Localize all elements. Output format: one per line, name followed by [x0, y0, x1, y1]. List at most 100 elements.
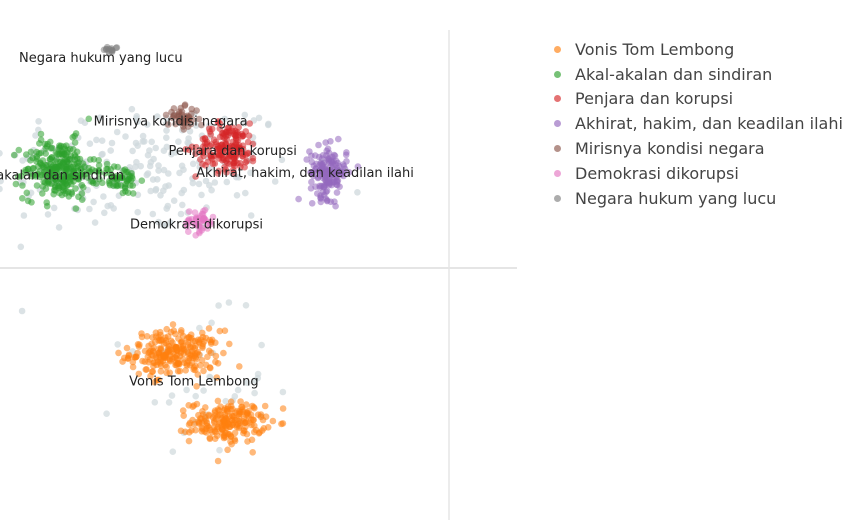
point-vonis-tom-lembong	[198, 428, 206, 435]
point-mirisnya-kondisi-negara	[178, 119, 186, 126]
point-vonis-tom-lembong	[193, 383, 200, 390]
point-vonis-tom-lembong	[160, 352, 167, 359]
cluster-label: Demokrasi dikorupsi	[130, 217, 263, 232]
legend-item[interactable]: Negara hukum yang lucu	[550, 186, 843, 211]
point-akhirat-hakim-dan-keadilan-ilahi	[326, 174, 334, 182]
point-akhirat-hakim-dan-keadilan-ilahi	[324, 168, 332, 176]
unassigned-point	[155, 162, 162, 169]
point-penjara-dan-korupsi	[245, 132, 253, 139]
legend-item[interactable]: Akal-akalan dan sindiran	[550, 62, 843, 87]
legend-item[interactable]: Akhirat, hakim, dan keadilan ilahi	[550, 111, 843, 136]
point-vonis-tom-lembong	[230, 413, 238, 420]
point-penjara-dan-korupsi	[230, 166, 237, 174]
point-vonis-tom-lembong	[216, 327, 224, 335]
point-vonis-tom-lembong	[236, 363, 243, 370]
unassigned-point	[139, 138, 146, 145]
point-penjara-dan-korupsi	[229, 124, 236, 131]
point-akal-akalan-dan-sindiran	[32, 173, 40, 180]
cluster-label: Mirisnya kondisi negara	[94, 115, 248, 130]
unassigned-point	[221, 115, 228, 123]
point-vonis-tom-lembong	[199, 329, 206, 337]
unassigned-point	[163, 134, 170, 141]
unassigned-point	[241, 119, 248, 127]
point-akhirat-hakim-dan-keadilan-ilahi	[306, 148, 313, 155]
point-vonis-tom-lembong	[177, 427, 185, 435]
unassigned-point	[247, 212, 255, 219]
point-vonis-tom-lembong	[243, 401, 250, 408]
point-akal-akalan-dan-sindiran	[107, 170, 114, 178]
unassigned-point	[163, 205, 170, 212]
unassigned-point	[178, 189, 185, 197]
point-akal-akalan-dan-sindiran	[70, 146, 77, 153]
legend-item[interactable]: Penjara dan korupsi	[550, 87, 843, 112]
point-vonis-tom-lembong	[136, 341, 143, 349]
point-vonis-tom-lembong	[149, 334, 156, 341]
point-vonis-tom-lembong	[119, 358, 126, 365]
point-vonis-tom-lembong	[148, 368, 156, 376]
point-akal-akalan-dan-sindiran	[101, 169, 109, 177]
legend-marker	[554, 120, 561, 128]
point-demokrasi-dikorupsi	[185, 228, 192, 235]
point-vonis-tom-lembong	[202, 361, 210, 369]
point-vonis-tom-lembong	[115, 349, 122, 357]
point-akal-akalan-dan-sindiran	[55, 184, 62, 192]
point-vonis-tom-lembong	[164, 333, 172, 340]
unassigned-point	[244, 379, 251, 387]
point-akal-akalan-dan-sindiran	[95, 167, 103, 175]
point-akal-akalan-dan-sindiran	[58, 191, 66, 199]
point-akhirat-hakim-dan-keadilan-ilahi	[342, 151, 350, 159]
unassigned-point	[55, 224, 63, 231]
unassigned-point	[160, 187, 167, 194]
unassigned-point	[242, 189, 249, 197]
legend-label: Vonis Tom Lembong	[575, 39, 735, 59]
point-vonis-tom-lembong	[212, 339, 219, 347]
unassigned-point	[223, 178, 231, 186]
point-vonis-tom-lembong	[198, 357, 206, 364]
unassigned-point	[264, 121, 272, 129]
point-akal-akalan-dan-sindiran	[25, 165, 32, 173]
point-akal-akalan-dan-sindiran	[129, 182, 136, 189]
point-vonis-tom-lembong	[262, 413, 270, 421]
unassigned-point	[279, 388, 287, 396]
unassigned-point	[128, 105, 136, 113]
unassigned-point	[134, 208, 141, 216]
unassigned-point	[255, 114, 263, 122]
unassigned-point	[179, 201, 186, 209]
legend-item[interactable]: Demokrasi dikorupsi	[550, 161, 843, 186]
point-vonis-tom-lembong	[160, 340, 168, 347]
point-penjara-dan-korupsi	[215, 118, 222, 125]
unassigned-point	[0, 150, 3, 157]
point-vonis-tom-lembong	[237, 398, 244, 405]
point-akal-akalan-dan-sindiran	[118, 174, 125, 181]
cluster-label: Vonis Tom Lembong	[129, 374, 258, 389]
point-vonis-tom-lembong	[148, 340, 155, 348]
unassigned-point	[107, 202, 115, 209]
legend-label: Demokrasi dikorupsi	[575, 163, 739, 183]
unassigned-point	[165, 399, 173, 406]
unassigned-point	[207, 374, 214, 381]
point-akal-akalan-dan-sindiran	[46, 156, 54, 163]
point-demokrasi-dikorupsi	[188, 215, 196, 223]
point-vonis-tom-lembong	[212, 352, 220, 360]
legend-item[interactable]: Vonis Tom Lembong	[550, 37, 843, 62]
series-points	[10, 43, 362, 465]
point-penjara-dan-korupsi	[205, 148, 213, 155]
point-akal-akalan-dan-sindiran	[41, 140, 49, 148]
point-vonis-tom-lembong	[148, 351, 155, 359]
point-akhirat-hakim-dan-keadilan-ilahi	[315, 141, 322, 149]
unassigned-point	[129, 147, 136, 155]
point-demokrasi-dikorupsi	[185, 208, 193, 215]
point-vonis-tom-lembong	[184, 341, 192, 349]
point-mirisnya-kondisi-negara	[164, 121, 172, 128]
point-vonis-tom-lembong	[264, 424, 272, 431]
point-akal-akalan-dan-sindiran	[37, 130, 45, 138]
unassigned-point	[122, 133, 129, 140]
unassigned-point	[149, 210, 157, 218]
unassigned-point	[216, 446, 223, 454]
point-vonis-tom-lembong	[182, 367, 189, 374]
unassigned-point	[225, 299, 233, 306]
legend-item[interactable]: Mirisnya kondisi negara	[550, 136, 843, 161]
unassigned-point	[50, 204, 58, 212]
